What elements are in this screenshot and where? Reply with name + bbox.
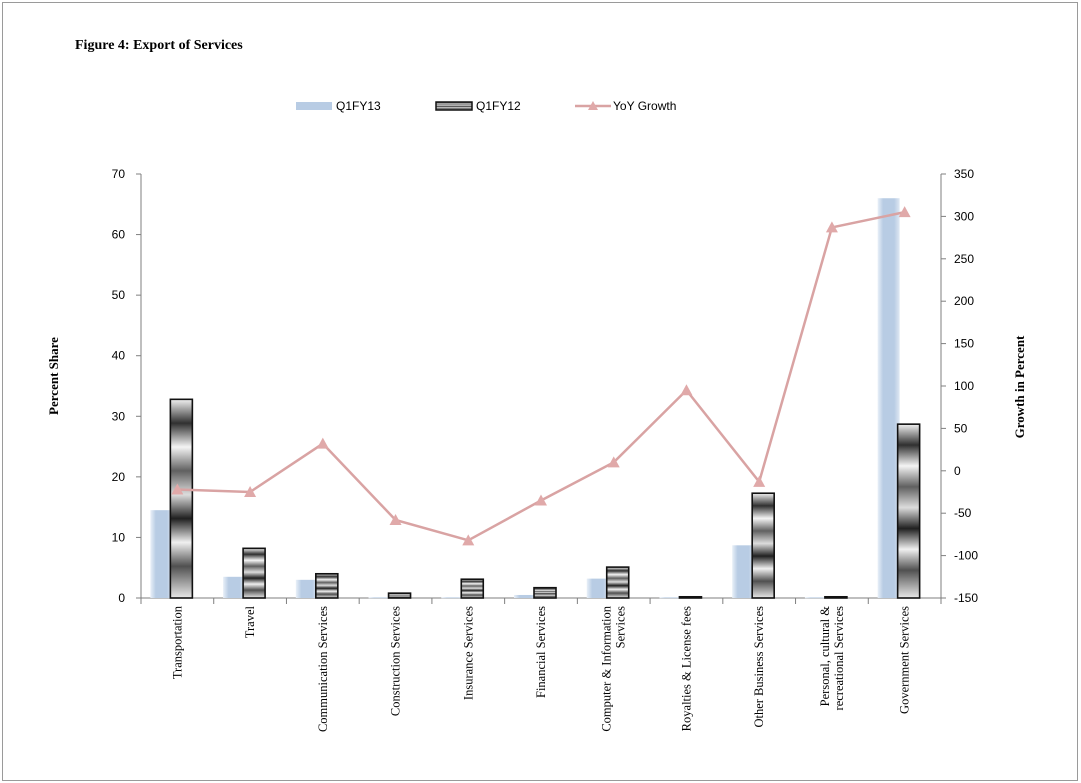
- y2-tick-label: 0: [954, 464, 961, 478]
- legend-item-q1fy12: Q1FY12: [435, 99, 521, 113]
- x-tick-label: Financial Services: [534, 606, 548, 698]
- y2-tick-label: 100: [954, 379, 974, 393]
- bar-q1fy12: [824, 595, 848, 599]
- bars: [150, 198, 921, 599]
- growth-line-layer: [171, 206, 911, 546]
- growth-marker: [753, 475, 766, 487]
- y-tick-label: 0: [118, 591, 125, 605]
- x-tick-label: Computer & Information: [600, 605, 614, 731]
- legend-item-q1fy13: Q1FY13: [296, 99, 381, 113]
- bar-q1fy12: [315, 572, 339, 599]
- bar-q1fy12: [460, 578, 485, 599]
- bar-q1fy13: [150, 510, 173, 598]
- figure-title: Figure 4: Export of Services: [75, 38, 243, 53]
- growth-marker: [825, 221, 838, 233]
- bar-q1fy13: [877, 198, 900, 598]
- bar-q1fy12: [387, 592, 412, 599]
- growth-marker: [316, 437, 329, 449]
- x-tick-label: Travel: [243, 605, 257, 638]
- bar-q1fy13: [732, 545, 755, 598]
- legend-label-q1fy13: Q1FY13: [336, 99, 381, 113]
- growth-marker: [535, 494, 547, 506]
- bar-q1fy13: [514, 594, 536, 598]
- y2-tick-label: 350: [954, 167, 974, 181]
- growth-marker: [244, 486, 257, 497]
- x-tick-label: Insurance Services: [461, 606, 475, 700]
- y-tick-label: 40: [112, 349, 126, 363]
- growth-marker: [462, 534, 475, 546]
- bar-q1fy12: [533, 586, 557, 599]
- y2-tick-label: -50: [954, 506, 972, 520]
- bar-q1fy13: [659, 597, 682, 599]
- x-tick-label: Other Business Services: [752, 606, 766, 728]
- bar-q1fy13: [586, 578, 609, 598]
- bar-q1fy12: [751, 492, 775, 599]
- bar-q1fy13: [441, 597, 464, 599]
- legend-item-yoy-growth: YoY Growth: [575, 99, 676, 113]
- y2-tick-label: -100: [954, 549, 978, 563]
- legend: Q1FY13 Q1FY12 YoY Growth: [296, 99, 676, 113]
- bar-q1fy13: [223, 576, 246, 598]
- bar-q1fy12: [678, 595, 703, 599]
- bar-q1fy13: [368, 597, 391, 599]
- category-labels: Transportation Travel Communication Servic…: [170, 605, 911, 732]
- axes: 0 10 20 30 40 50 60 70 -150 -100 -50 0 50 100 150 200 25…: [112, 167, 979, 605]
- y-tick-label: 60: [112, 228, 126, 242]
- bar-q1fy12: [896, 423, 921, 599]
- y-tick-label: 10: [112, 530, 126, 544]
- growth-marker: [607, 456, 620, 468]
- bar-q1fy12: [242, 547, 266, 599]
- y-tick-label: 50: [112, 288, 126, 302]
- bar-q1fy12: [605, 566, 630, 599]
- legend-label-yoy-growth: YoY Growth: [613, 99, 676, 113]
- growth-marker: [898, 206, 911, 218]
- growth-marker: [171, 483, 184, 495]
- growth-marker: [680, 384, 693, 396]
- y-tick-label: 70: [112, 167, 126, 181]
- y2-tick-label: 250: [954, 252, 974, 266]
- y-tick-label: 30: [112, 409, 126, 423]
- legend-marker-yoy-growth: [588, 101, 598, 110]
- bar-q1fy12: [169, 398, 194, 599]
- x-tick-label: Government Services: [898, 606, 912, 714]
- legend-label-q1fy12: Q1FY12: [476, 99, 521, 113]
- y2-tick-label: 200: [954, 294, 974, 308]
- y2-tick-label: 50: [954, 421, 968, 435]
- y2-tick-label: 300: [954, 209, 974, 223]
- growth-marker: [389, 513, 402, 525]
- growth-line: [177, 210, 905, 542]
- y2-tick-label: 150: [954, 337, 974, 351]
- x-tick-label: Personal, cultural &: [818, 606, 832, 707]
- x-tick-label: Construction Services: [389, 606, 403, 716]
- bar-q1fy13: [804, 597, 827, 599]
- y-axis-title: Percent Share: [46, 337, 61, 415]
- y2-axis-title: Growth in Percent: [1012, 335, 1027, 438]
- x-tick-label: Transportation: [170, 605, 184, 679]
- x-tick-label: recreational Services: [832, 606, 846, 711]
- x-tick-label: Services: [614, 606, 628, 648]
- y-tick-label: 20: [112, 470, 126, 484]
- bar-q1fy13: [295, 579, 318, 598]
- y2-tick-label: -150: [954, 591, 978, 605]
- x-tick-label: Communication Services: [316, 606, 330, 732]
- x-tick-label: Royalties & License fees: [679, 606, 693, 731]
- legend-swatch-q1fy12: [435, 101, 473, 111]
- legend-swatch-q1fy13: [296, 102, 332, 110]
